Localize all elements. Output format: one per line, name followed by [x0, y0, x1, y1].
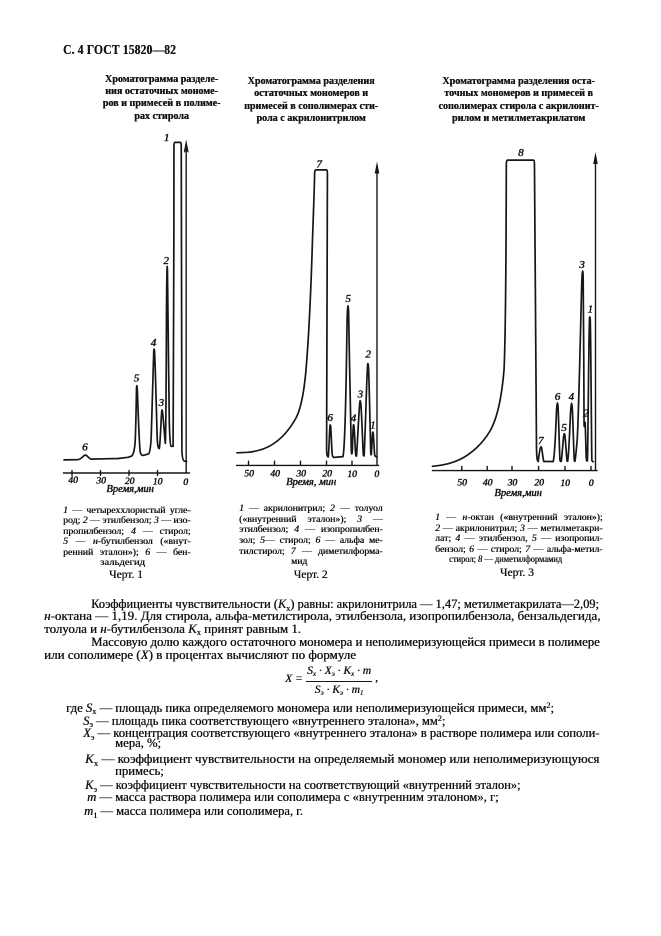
svg-text:6: 6 — [555, 391, 561, 403]
svg-text:40: 40 — [483, 478, 493, 489]
svg-text:1: 1 — [370, 420, 376, 432]
svg-text:4: 4 — [568, 391, 574, 403]
svg-text:1: 1 — [587, 304, 593, 316]
svg-text:Время, мин: Время, мин — [286, 477, 336, 488]
svg-text:2: 2 — [365, 349, 371, 361]
svg-text:20: 20 — [322, 469, 332, 480]
svg-text:Время,мин: Время,мин — [494, 488, 541, 499]
svg-text:4: 4 — [151, 337, 157, 349]
svg-text:7: 7 — [538, 435, 544, 447]
svg-text:Время,мин: Время,мин — [106, 484, 153, 495]
svg-text:5: 5 — [561, 422, 567, 434]
svg-text:10: 10 — [347, 469, 357, 480]
svg-text:7: 7 — [316, 159, 322, 171]
svg-text:8: 8 — [518, 147, 524, 159]
svg-text:10: 10 — [153, 477, 163, 488]
svg-text:3: 3 — [356, 388, 363, 400]
svg-text:2: 2 — [163, 255, 169, 267]
svg-text:1: 1 — [164, 132, 170, 144]
svg-text:20: 20 — [125, 476, 135, 487]
svg-text:20: 20 — [534, 478, 544, 489]
svg-text:10: 10 — [560, 478, 570, 489]
svg-text:3: 3 — [157, 397, 164, 409]
svg-text:5: 5 — [345, 293, 351, 305]
svg-text:4: 4 — [351, 412, 357, 424]
svg-text:6: 6 — [82, 442, 88, 454]
svg-text:0: 0 — [589, 478, 594, 489]
svg-text:50: 50 — [244, 469, 254, 480]
svg-text:40: 40 — [270, 469, 280, 480]
svg-text:40: 40 — [68, 475, 78, 486]
svg-text:30: 30 — [95, 476, 106, 487]
svg-text:50: 50 — [457, 478, 467, 489]
svg-text:5: 5 — [134, 373, 140, 385]
svg-text:30: 30 — [507, 478, 518, 489]
svg-text:6: 6 — [327, 412, 333, 424]
svg-text:2: 2 — [583, 408, 589, 420]
svg-text:3: 3 — [578, 259, 585, 271]
svg-text:30: 30 — [295, 469, 306, 480]
svg-text:0: 0 — [183, 477, 188, 488]
svg-text:0: 0 — [374, 469, 379, 480]
